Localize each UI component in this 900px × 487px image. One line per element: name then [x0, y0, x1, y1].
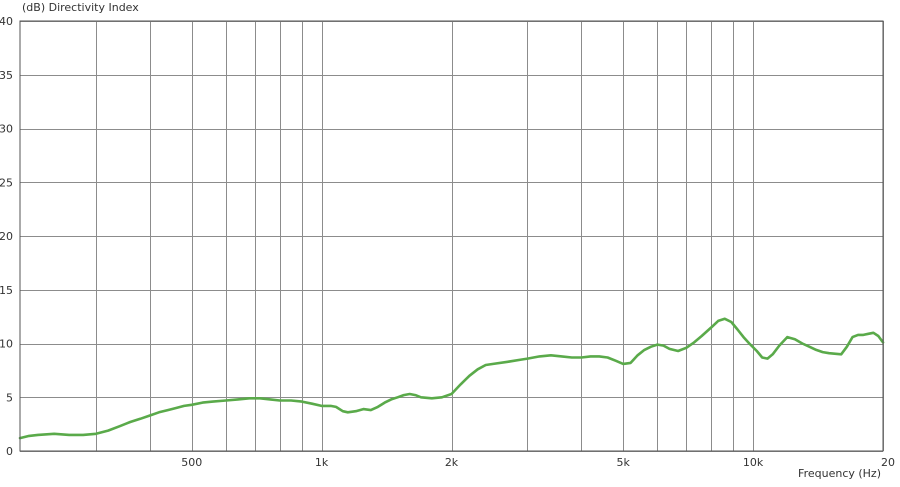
tick-labels: 0 5 10 15 20 25 30 35 40 500 1k 2k 5k 10k 20: [0, 15, 895, 469]
x-tick-label: 1k: [315, 456, 329, 469]
grid: [20, 21, 884, 452]
x-axis-label: Frequency (Hz): [798, 467, 881, 480]
x-tick-label: 20: [881, 456, 895, 469]
y-axis-label: (dB) Directivity Index: [22, 1, 139, 14]
x-tick-label: 500: [181, 456, 202, 469]
series-layer: [18, 317, 885, 440]
directivity-index-line: [18, 317, 885, 440]
y-tick-label: 5: [6, 391, 13, 404]
plot-frame: [19, 20, 884, 452]
x-tick-label: 10k: [743, 456, 764, 469]
y-tick-label: 15: [0, 284, 13, 297]
y-tick-label: 20: [0, 230, 13, 243]
x-tick-label: 5k: [617, 456, 631, 469]
y-tick-label: 10: [0, 338, 13, 351]
x-tick-label: 2k: [445, 456, 459, 469]
y-tick-label: 30: [0, 123, 13, 136]
y-tick-label: 40: [0, 15, 13, 28]
y-tick-label: 35: [0, 69, 13, 82]
y-tick-label: 25: [0, 176, 13, 189]
y-tick-label: 0: [6, 445, 13, 458]
